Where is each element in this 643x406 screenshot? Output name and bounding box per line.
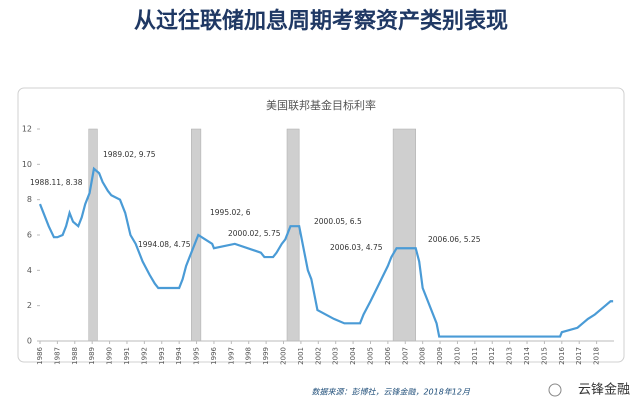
x-tick-label: 2006 xyxy=(384,346,392,364)
series-line xyxy=(38,166,614,338)
x-tick-label: 2003 xyxy=(332,347,340,365)
x-tick-label: 2007 xyxy=(401,347,409,365)
logo-text: 云锋金融 xyxy=(578,382,630,398)
y-tick-label: 0 xyxy=(27,337,32,346)
x-tick-label: 1991 xyxy=(123,347,131,365)
x-tick-label: 1997 xyxy=(227,347,235,365)
y-tick-label: 8 xyxy=(27,195,32,204)
x-tick-label: 2008 xyxy=(419,347,427,365)
x-tick-label: 1992 xyxy=(140,347,148,365)
annotation: 2006.03, 4.75 xyxy=(330,243,383,252)
annotation: 1994.08, 4.75 xyxy=(138,240,191,249)
annotation: 2000.05, 6.5 xyxy=(314,217,362,226)
shaded-period xyxy=(392,128,416,342)
x-tick-label: 1999 xyxy=(262,347,270,365)
shaded-period xyxy=(286,128,300,342)
y-tick-label: 4 xyxy=(27,266,32,275)
chart-frame xyxy=(17,87,625,363)
x-tick-label: 1998 xyxy=(245,347,253,365)
x-tick-label: 2004 xyxy=(349,346,357,364)
annotation: 2006.06, 5.25 xyxy=(428,235,481,244)
x-tick-label: 1986 xyxy=(36,346,44,364)
y-tick-label: 6 xyxy=(27,231,32,240)
logo-icon xyxy=(548,383,562,397)
slide-title: 从过往联储加息周期考察资产类别表现 xyxy=(134,8,508,34)
x-tick-label: 2014 xyxy=(523,346,531,364)
y-tick-label: 2 xyxy=(27,301,32,310)
x-tick-label: 2011 xyxy=(471,347,479,365)
x-tick-label: 2002 xyxy=(314,347,322,365)
y-tick-label: 10 xyxy=(22,160,32,169)
x-tick-label: 1987 xyxy=(53,347,61,365)
x-tick-label: 2005 xyxy=(366,347,374,365)
x-tick-label: 2012 xyxy=(488,347,496,365)
x-tick-label: 2016 xyxy=(558,346,566,364)
x-tick-label: 2017 xyxy=(575,347,583,365)
x-tick-label: 2010 xyxy=(453,347,461,365)
chart-title: 美国联邦基金目标利率 xyxy=(266,98,376,112)
y-tick-label: 12 xyxy=(22,125,32,134)
x-tick-label: 1995 xyxy=(193,347,201,365)
x-tick-label: 1988 xyxy=(71,347,79,365)
annotation: 1988.11, 8.38 xyxy=(30,178,83,187)
shaded-period xyxy=(88,128,98,342)
x-tick-label: 1989 xyxy=(88,347,96,365)
x-tick-label: 1993 xyxy=(158,347,166,365)
x-tick-label: 1990 xyxy=(106,347,114,365)
x-tick-label: 2000 xyxy=(280,347,288,365)
annotation: 2000.02, 5.75 xyxy=(228,229,281,238)
x-tick-label: 1996 xyxy=(210,346,218,364)
x-tick-label: 2001 xyxy=(297,347,305,365)
x-tick-label: 2015 xyxy=(540,347,548,365)
x-tick-label: 2009 xyxy=(436,347,444,365)
source-note: 数据来源：彭博社，云锋金融，2018年12月 xyxy=(311,388,471,397)
annotation: 1989.02, 9.75 xyxy=(103,150,156,159)
x-tick-label: 2018 xyxy=(593,347,601,365)
annotation: 1995.02, 6 xyxy=(210,208,251,217)
x-tick-label: 2013 xyxy=(506,347,514,365)
x-tick-label: 1994 xyxy=(175,346,183,364)
